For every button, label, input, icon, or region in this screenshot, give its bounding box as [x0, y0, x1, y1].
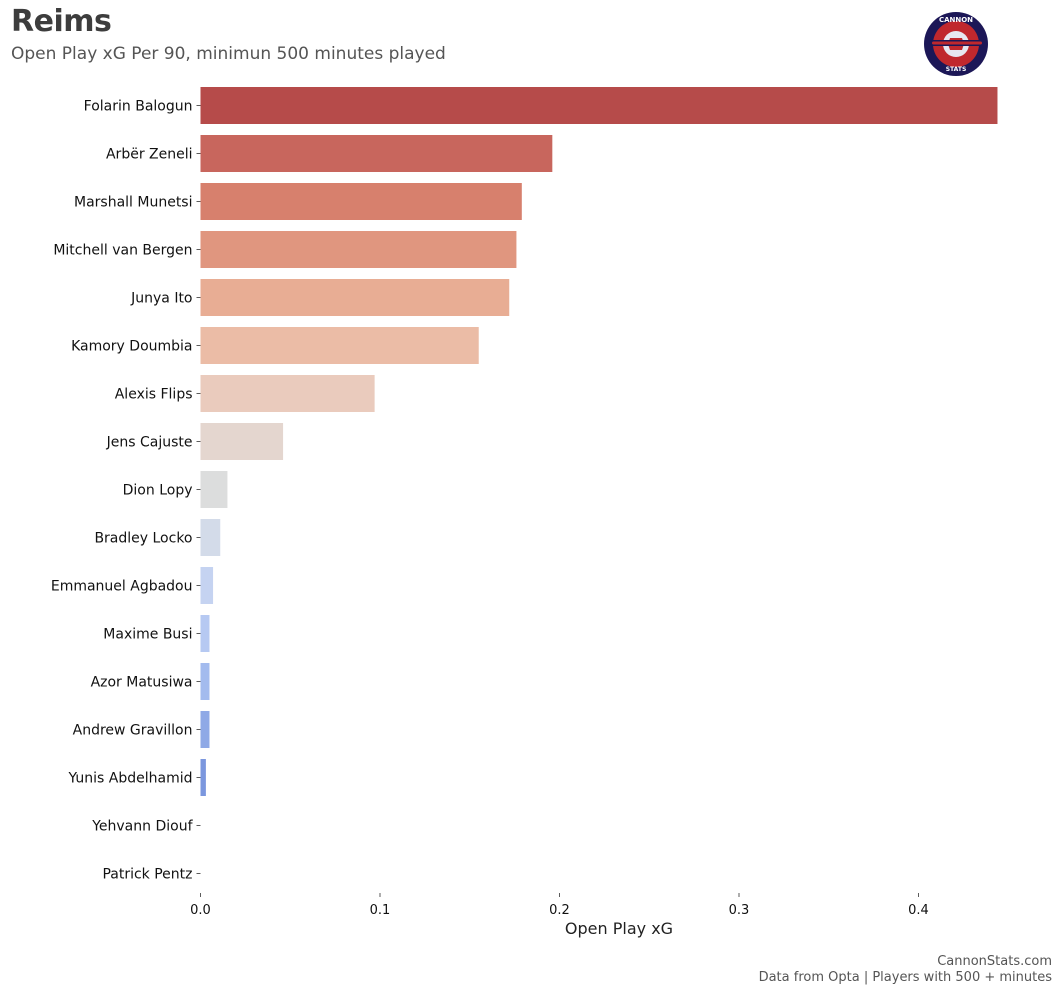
bar-arb-r-zeneli	[200, 135, 553, 172]
bar-alexis-flips	[200, 375, 375, 412]
bar-junya-ito	[200, 279, 510, 316]
bar-emmanuel-agbadou	[200, 567, 214, 604]
bar-dion-lopy	[200, 471, 228, 508]
y-tick-label: Yunis Abdelhamid	[67, 771, 192, 787]
bar-folarin-balogun	[200, 87, 998, 124]
bar-chart: Folarin Balogun Arbër Zeneli Marshall Mune…	[51, 87, 998, 938]
y-tick-label: Alexis Flips	[115, 387, 193, 403]
x-tick-label: 0.4	[908, 903, 929, 918]
y-tick-label: Emmanuel Agbadou	[51, 579, 193, 595]
x-tick-label: 0.3	[729, 903, 750, 918]
y-tick-label: Yehvann Diouf	[91, 819, 193, 835]
y-tick-label: Azor Matusiwa	[91, 675, 193, 691]
x-tick-label: 0.0	[190, 903, 211, 918]
cannon-stats-logo: CANNON STATS	[924, 12, 988, 76]
bar-azor-matusiwa	[200, 663, 210, 700]
bar-yunis-abdelhamid	[200, 759, 206, 796]
bar-kamory-doumbia	[200, 327, 479, 364]
y-tick-label: Junya Ito	[130, 291, 192, 307]
footer-site: CannonStats.com	[937, 954, 1052, 969]
chart-title: Reims	[11, 4, 112, 39]
logo-text-top: CANNON	[939, 16, 973, 24]
y-tick-label: Maxime Busi	[103, 627, 192, 643]
y-tick-label: Patrick Pentz	[102, 867, 192, 883]
y-tick-label: Mitchell van Bergen	[53, 243, 192, 259]
bar-mitchell-van-bergen	[200, 231, 517, 268]
x-axis-label: Open Play xG	[565, 919, 673, 938]
logo-text-bottom: STATS	[946, 66, 967, 73]
footer-note: Data from Opta | Players with 500 + minu…	[758, 970, 1052, 985]
bar-jens-cajuste	[200, 423, 284, 460]
bar-maxime-busi	[200, 615, 210, 652]
x-tick-label: 0.2	[549, 903, 570, 918]
y-tick-label: Bradley Locko	[94, 531, 192, 547]
y-tick-label: Andrew Gravillon	[73, 723, 193, 739]
bar-andrew-gravillon	[200, 711, 210, 748]
chart-subtitle: Open Play xG Per 90, minimun 500 minutes…	[11, 44, 446, 64]
bar-marshall-munetsi	[200, 183, 522, 220]
y-tick-label: Jens Cajuste	[106, 435, 193, 451]
y-tick-label: Kamory Doumbia	[71, 339, 192, 355]
y-tick-label: Dion Lopy	[123, 483, 193, 499]
bar-bradley-locko	[200, 519, 221, 556]
x-tick-label: 0.1	[370, 903, 391, 918]
y-tick-label: Folarin Balogun	[84, 99, 193, 115]
y-tick-label: Marshall Munetsi	[74, 195, 193, 211]
y-tick-label: Arbër Zeneli	[106, 147, 193, 163]
